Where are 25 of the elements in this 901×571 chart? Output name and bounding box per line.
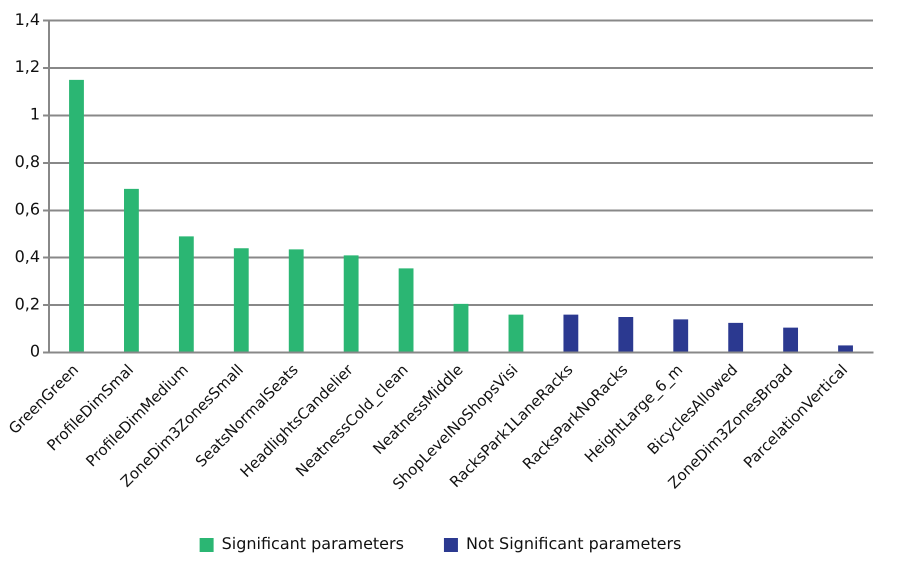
y-tick-label: 0 [30,342,40,361]
bar [673,319,688,352]
bar [178,236,194,352]
y-tick-label: 1,4 [14,10,40,29]
bar [454,304,468,352]
bar [783,328,798,352]
bar [234,248,249,352]
bar [728,322,744,352]
bar [124,188,139,352]
bar [344,255,359,352]
bar [288,249,304,352]
y-tick-label: 0,8 [14,152,40,172]
y-tick-label: 1 [30,104,40,124]
y-tick-label: 0,2 [14,294,40,314]
legend-label: Not Significant parameters [466,534,682,554]
legend-label: Significant parameters [222,534,404,554]
bar [563,314,578,352]
bar [618,316,634,352]
bar [508,314,524,352]
bar [398,268,414,352]
y-tick-label: 0,4 [14,246,40,266]
y-tick-label: 1,2 [14,57,40,76]
bar [69,80,84,352]
bar [838,345,853,352]
y-tick-label: 0,6 [14,199,40,218]
